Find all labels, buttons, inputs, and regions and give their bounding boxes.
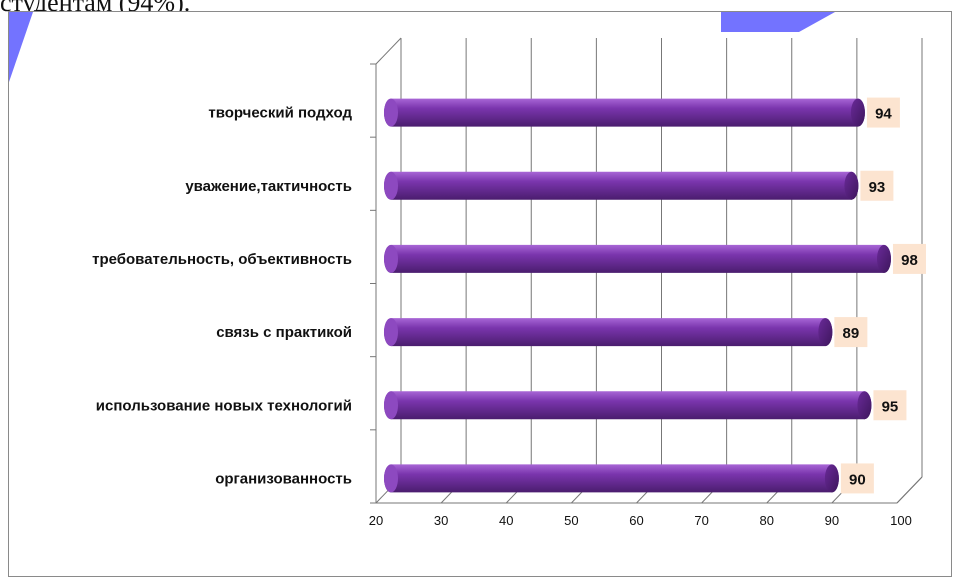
data-label-bg	[873, 390, 907, 421]
bar-start-cap	[384, 98, 398, 127]
data-label: 95	[882, 398, 899, 415]
bar	[384, 318, 833, 347]
chart-frame: 20 30 40 50 60 70 80 90 100 творческий подход 94 у…	[8, 11, 952, 577]
bar-end-cap	[824, 464, 839, 493]
x-tick-label: 30	[434, 513, 448, 528]
bar-end-cap	[876, 244, 891, 273]
bar-start-cap	[384, 171, 398, 200]
bar-start-cap	[384, 318, 398, 347]
bar-end-cap	[818, 318, 833, 347]
x-tick-label: 90	[825, 513, 839, 528]
x-tick-label: 50	[564, 513, 578, 528]
floor-edge	[896, 476, 923, 504]
x-tick-label: 100	[890, 513, 912, 528]
data-label-bg	[840, 463, 874, 494]
category-label: связь с практикой	[216, 324, 352, 341]
data-label: 94	[875, 106, 892, 123]
bar	[384, 464, 839, 493]
data-label: 90	[849, 471, 866, 488]
data-label-bg	[860, 170, 894, 201]
x-tick-label: 20	[369, 513, 383, 528]
category-label: творческий подход	[208, 105, 352, 122]
category-label: организованность	[215, 470, 352, 487]
bar	[384, 98, 865, 127]
data-label-bg	[892, 243, 926, 274]
x-tick-label: 60	[629, 513, 643, 528]
bar-end-cap	[844, 171, 859, 200]
data-label: 98	[901, 252, 918, 269]
data-label-bg	[834, 317, 868, 348]
bar-chart: 20 30 40 50 60 70 80 90 100 творческий подход 94 у…	[9, 12, 926, 528]
bar	[384, 171, 859, 200]
bar	[384, 391, 872, 420]
category-label: использование новых технологий	[96, 397, 352, 414]
bar-end-cap	[850, 98, 865, 127]
x-tick-label: 40	[499, 513, 513, 528]
decor-corner-top	[721, 12, 835, 32]
bar-start-cap	[384, 464, 398, 493]
data-label: 93	[869, 179, 886, 196]
x-tick-label: 70	[694, 513, 708, 528]
data-label: 89	[843, 325, 860, 342]
decor-corner-left	[9, 12, 33, 82]
category-label: уважение,тактичность	[185, 178, 352, 195]
bar-end-cap	[857, 391, 872, 420]
category-label: требовательность, объективность	[92, 251, 352, 268]
data-label-bg	[866, 97, 900, 128]
bar-start-cap	[384, 244, 398, 273]
bar	[384, 244, 891, 273]
wall-edge	[375, 37, 402, 65]
bar-start-cap	[384, 391, 398, 420]
x-tick-label: 80	[760, 513, 774, 528]
